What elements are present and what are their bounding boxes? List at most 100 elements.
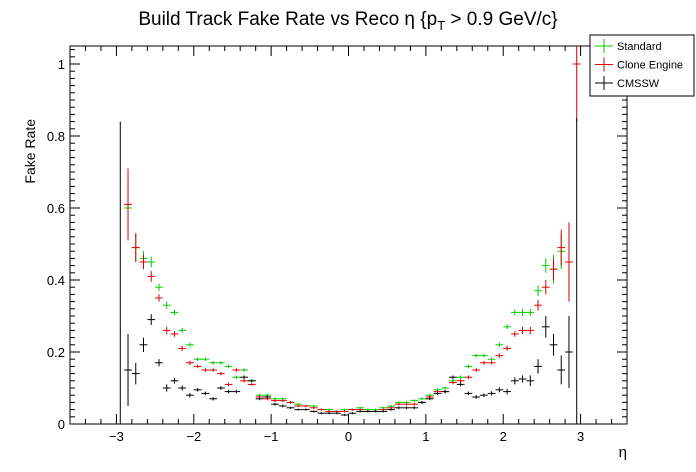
data-point: [541, 280, 550, 295]
data-point: [193, 364, 202, 369]
data-point: [363, 410, 372, 413]
y-tick-label: 0.6: [47, 201, 65, 216]
legend-entry: CMSSW: [595, 76, 660, 90]
data-point: [340, 413, 349, 417]
data-point: [518, 326, 527, 334]
data-point: [247, 382, 256, 386]
data-point: [224, 389, 233, 394]
data-point: [557, 229, 566, 266]
data-point: [534, 359, 542, 374]
data-point: [131, 233, 140, 262]
data-point: [495, 387, 504, 393]
data-point: [487, 357, 496, 361]
data-point: [325, 412, 334, 415]
data-point: [402, 406, 411, 410]
data-point: [263, 395, 272, 399]
data-point: [278, 404, 287, 408]
legend-entry: Clone Engine: [595, 57, 683, 72]
data-point: [557, 355, 566, 385]
data-point: [541, 258, 550, 273]
data-point: [526, 375, 535, 387]
data-point: [193, 388, 202, 392]
data-point: [526, 308, 535, 316]
data-point: [201, 368, 210, 372]
data-point: [526, 326, 535, 334]
data-point: [162, 384, 171, 392]
data-point: [317, 408, 326, 411]
data-point: [565, 222, 573, 302]
data-point: [216, 371, 225, 376]
data-point: [193, 357, 202, 361]
data-point: [464, 364, 473, 369]
x-tick-label: −1: [264, 429, 279, 444]
data-point: [240, 379, 248, 383]
data-point: [425, 397, 434, 401]
data-point: [178, 345, 187, 351]
data-point: [356, 410, 364, 413]
data-point: [510, 331, 519, 337]
data-point: [510, 309, 519, 316]
data-point: [240, 375, 248, 379]
y-tick-label: 1: [58, 57, 65, 72]
data-point: [518, 375, 527, 383]
data-point: [247, 379, 256, 383]
data-point: [487, 361, 496, 365]
data-point: [487, 391, 496, 396]
data-point: [348, 412, 357, 415]
data-point: [155, 294, 163, 302]
data-point: [317, 412, 326, 415]
data-point: [116, 121, 125, 425]
data-point: [510, 377, 519, 385]
data-point: [170, 377, 179, 384]
data-point: [503, 388, 511, 395]
data-point: [394, 403, 403, 406]
chart-title-main: Build Track Fake Rate vs Reco η {p: [138, 9, 437, 30]
data-point: [464, 375, 473, 379]
data-point: [255, 397, 264, 401]
data-point: [162, 326, 171, 334]
x-tick-label: −2: [186, 429, 201, 444]
data-point: [410, 402, 419, 406]
data-point: [456, 382, 465, 387]
y-tick-label: 0.8: [47, 129, 65, 144]
data-point: [278, 399, 287, 403]
y-tick-label: 0.4: [47, 273, 65, 288]
data-point: [216, 386, 225, 390]
data-point: [302, 404, 310, 408]
data-point: [472, 395, 481, 399]
series-clone-engine: [124, 46, 581, 413]
data-point: [294, 404, 303, 408]
data-point: [309, 406, 318, 409]
data-point: [518, 308, 527, 316]
data-point: [433, 391, 442, 395]
legend-entry: Standard: [595, 39, 662, 53]
y-tick-label: 0: [58, 417, 65, 432]
x-tick-label: 0: [345, 429, 352, 444]
data-point: [394, 406, 403, 410]
data-point: [418, 400, 426, 404]
x-tick-label: 2: [500, 429, 507, 444]
data-point: [302, 408, 310, 411]
series-cmssw: [116, 118, 581, 425]
data-point: [271, 399, 279, 403]
data-point: [387, 408, 395, 411]
data-point: [340, 410, 349, 413]
data-point: [441, 389, 450, 394]
data-point: [549, 334, 558, 356]
x-tick-label: 3: [577, 429, 584, 444]
x-axis-label: η: [619, 444, 627, 461]
data-point: [209, 368, 217, 372]
data-point: [534, 285, 542, 297]
legend-entries: Standard Clone Engine CMSSW: [595, 39, 683, 90]
data-point: [480, 361, 488, 365]
data-point: [503, 345, 511, 351]
data-point: [155, 283, 163, 291]
data-point: [286, 400, 295, 404]
data-point: [131, 362, 140, 385]
data-point: [232, 368, 241, 372]
data-point: [201, 391, 210, 396]
data-point: [224, 382, 233, 387]
data-point: [170, 331, 179, 337]
data-point: [240, 368, 248, 372]
